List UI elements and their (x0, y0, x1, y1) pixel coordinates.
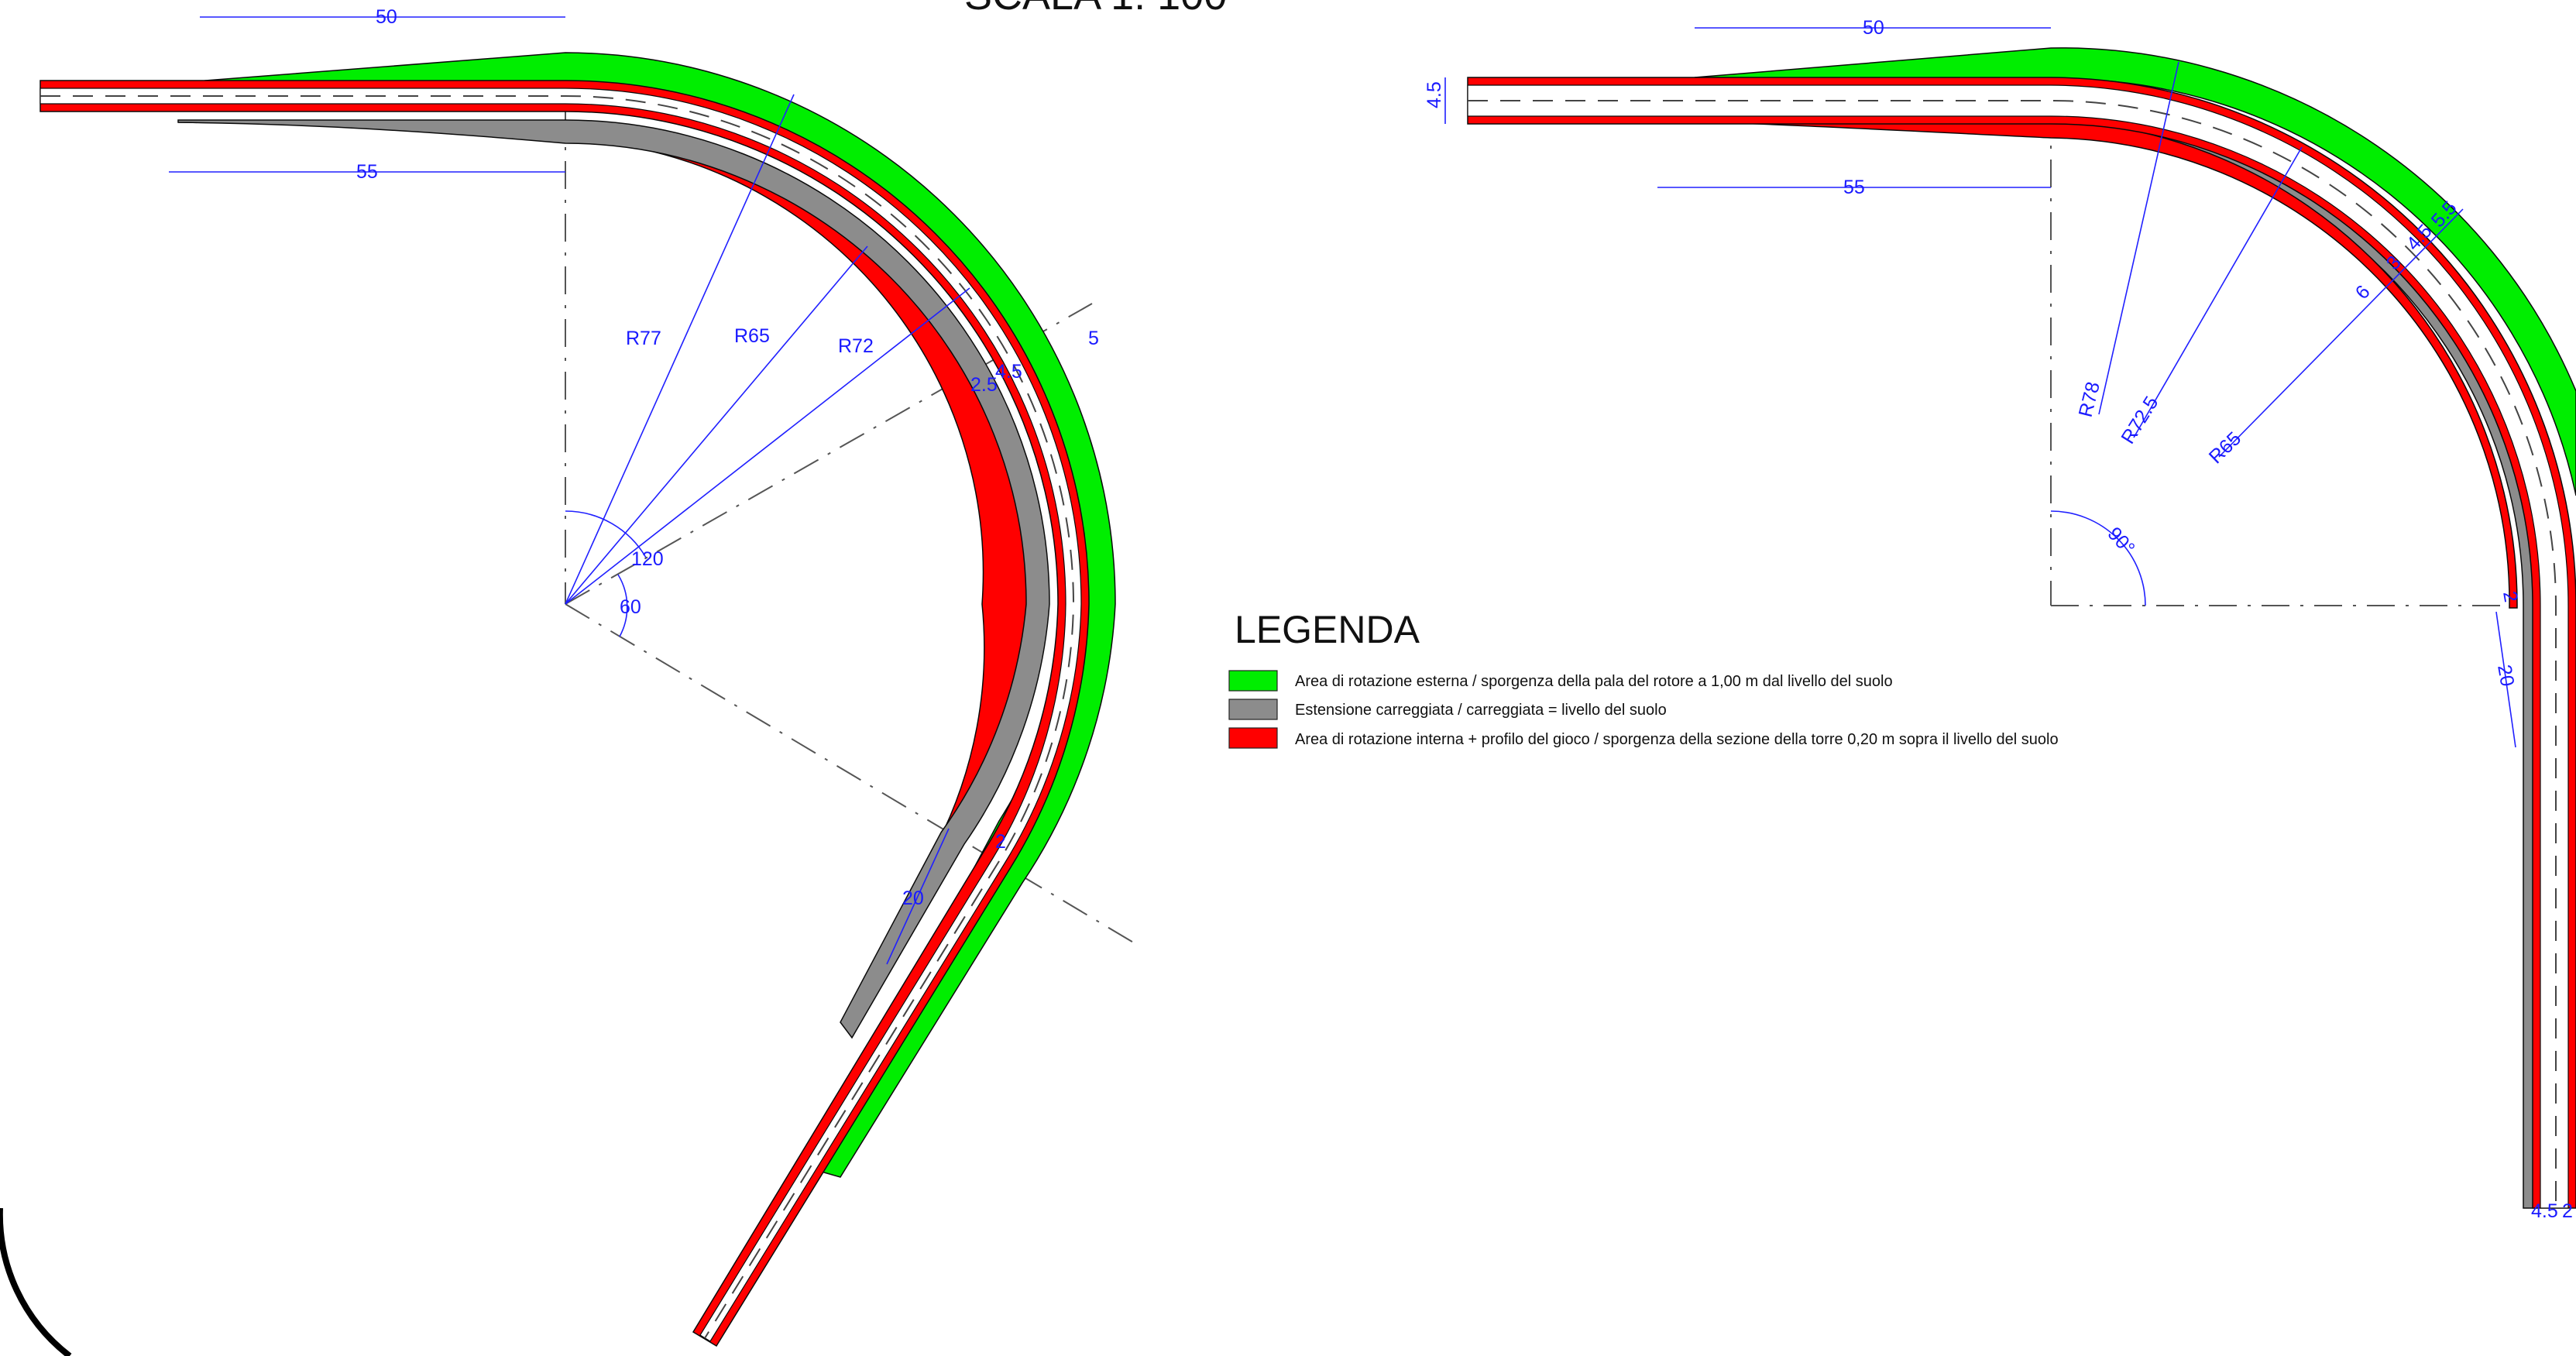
right-dim-r65: R65 (2205, 427, 2245, 468)
right-dim-r78: R78 (2075, 379, 2104, 419)
right-dim-angle-90: 90° (2104, 523, 2139, 559)
left-radius-line-r65 (565, 245, 868, 605)
corner-arc (0, 1208, 72, 1356)
left-radius-line-r72 (565, 287, 970, 605)
legend-swatch-inner (1228, 727, 1278, 749)
left-radius-line-r77 (565, 94, 795, 605)
left-dim-r65: R65 (734, 325, 770, 347)
right-angle-arc-90 (2050, 510, 2146, 606)
left-carriageway-extension (177, 119, 1050, 1039)
right-dim-road-width: 4.5 (1424, 81, 1445, 108)
left-dim-bottom-55: 55 (356, 161, 378, 183)
right-radius-line-r65 (2218, 208, 2464, 458)
legend-label-outer: Area di rotazione esterna / sporgenza de… (1295, 673, 1893, 690)
right-road-centerline (1468, 100, 2557, 1208)
right-road-surface (1467, 84, 2569, 1209)
right-dim-bottom-55: 55 (1843, 177, 1865, 198)
legend-label-carriageway: Estensione carreggiata / carreggiata = l… (1295, 702, 1667, 719)
left-dim-exit-2: 2 (995, 831, 1006, 853)
right-outer-rotation-area (1694, 47, 2576, 496)
left-curve-drawing: 50 55 R77 R65 R72 5 4.5 2.5 120 60 20 2 (39, 6, 1135, 1347)
left-dim-exit-20: 20 (902, 887, 924, 909)
right-dim-w-red: 6 (2351, 281, 2375, 304)
left-dim-w-road: 4.5 (995, 361, 1022, 383)
left-dim-w-green: 5 (1088, 328, 1099, 349)
left-dim-angle-60: 60 (620, 596, 641, 618)
right-inner-rotation-area (1649, 119, 2518, 609)
right-radius-line-r72-5 (2133, 146, 2303, 438)
legend-title: LEGENDA (1235, 608, 1420, 651)
right-curve-drawing: 50 55 4.5 R78 R72.5 R65 5.5 4.5 3 6 90° … (1424, 17, 2576, 1222)
left-radial-axis-lower (565, 603, 1135, 944)
right-dim-exit-2: 2 (2499, 589, 2522, 604)
left-dim-top-50: 50 (376, 6, 397, 28)
left-radial-axis-upper (565, 303, 1093, 605)
left-angle-arc-60 (617, 574, 628, 637)
left-road-centerline (40, 95, 1075, 1339)
right-radius-line-r78 (2098, 61, 2179, 415)
right-dim-r72-5: R72.5 (2117, 393, 2162, 448)
legend-label-inner: Area di rotazione interna + profilo del … (1295, 731, 2059, 748)
scale-title: SCALA 1: 100 (964, 0, 1227, 19)
right-road-edge (1467, 77, 2576, 1209)
right-dim-bottom-2: 2 (2562, 1200, 2573, 1222)
right-dim-exit-20: 20 (2493, 663, 2518, 688)
left-dim-r72: R72 (838, 335, 874, 357)
right-dim-bottom-4-5: 4.5 (2531, 1200, 2558, 1222)
left-dim-w-red: 2.5 (970, 374, 998, 396)
left-outer-rotation-area (204, 52, 1116, 1178)
right-carriageway-extension (1649, 119, 2537, 1209)
legend: LEGENDA Area di rotazione esterna / spor… (1228, 608, 2059, 749)
legend-swatch-outer (1228, 670, 1278, 692)
legend-swatch-carriageway (1228, 699, 1278, 720)
right-dim-line-20 (2495, 611, 2516, 748)
left-dim-r77: R77 (626, 328, 661, 349)
left-dim-line-20 (886, 828, 950, 965)
left-road-surface (39, 88, 1082, 1342)
left-angle-arc-120 (565, 510, 647, 558)
left-dim-angle-120: 120 (631, 548, 664, 570)
left-road-edge (39, 80, 1090, 1347)
right-dim-top-50: 50 (1863, 17, 1884, 39)
